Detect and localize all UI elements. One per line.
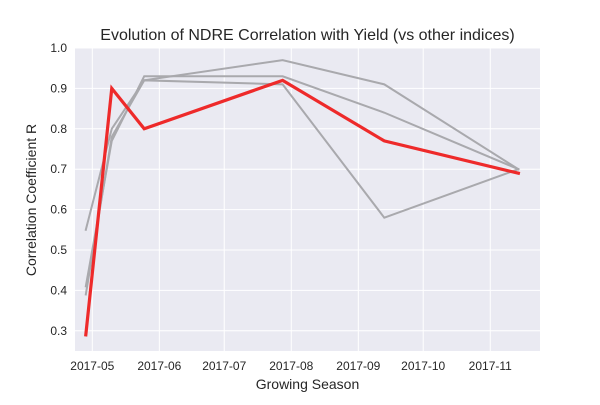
y-tick-label: 0.6 [50, 203, 67, 217]
series-lines [84, 59, 521, 337]
y-tick-label: 0.8 [50, 122, 67, 136]
plot-background [75, 48, 540, 351]
y-tick-label: 0.5 [50, 243, 67, 257]
y-tick-label: 0.7 [50, 162, 67, 176]
y-tick-label: 0.3 [50, 324, 67, 338]
comparison-series-line [84, 79, 520, 296]
x-tick-label: 2017-08 [269, 359, 313, 373]
y-tick-labels: 0.3 0.4 0.5 0.6 0.7 0.8 0.9 1.0 [50, 41, 67, 338]
x-tick-label: 2017-05 [70, 359, 114, 373]
comparison-series-line [84, 59, 520, 232]
y-axis-label: Correlation Coefficient R [23, 124, 39, 276]
x-axis-label: Growing Season [256, 376, 360, 392]
x-tick-label: 2017-10 [401, 359, 445, 373]
x-tick-label: 2017-07 [202, 359, 246, 373]
x-tick-label: 2017-11 [469, 359, 512, 373]
highlight-series-line [84, 78, 521, 337]
y-tick-label: 1.0 [50, 41, 67, 55]
x-tick-label: 2017-06 [137, 359, 181, 373]
grid-lines [75, 47, 540, 351]
x-tick-label: 2017-09 [336, 359, 380, 373]
y-tick-label: 0.9 [50, 81, 67, 95]
chart-title: Evolution of NDRE Correlation with Yield… [100, 27, 514, 44]
x-tick-labels: 2017-05 2017-06 2017-07 2017-08 2017-09 2017-… [70, 359, 512, 373]
y-tick-label: 0.4 [50, 283, 67, 297]
